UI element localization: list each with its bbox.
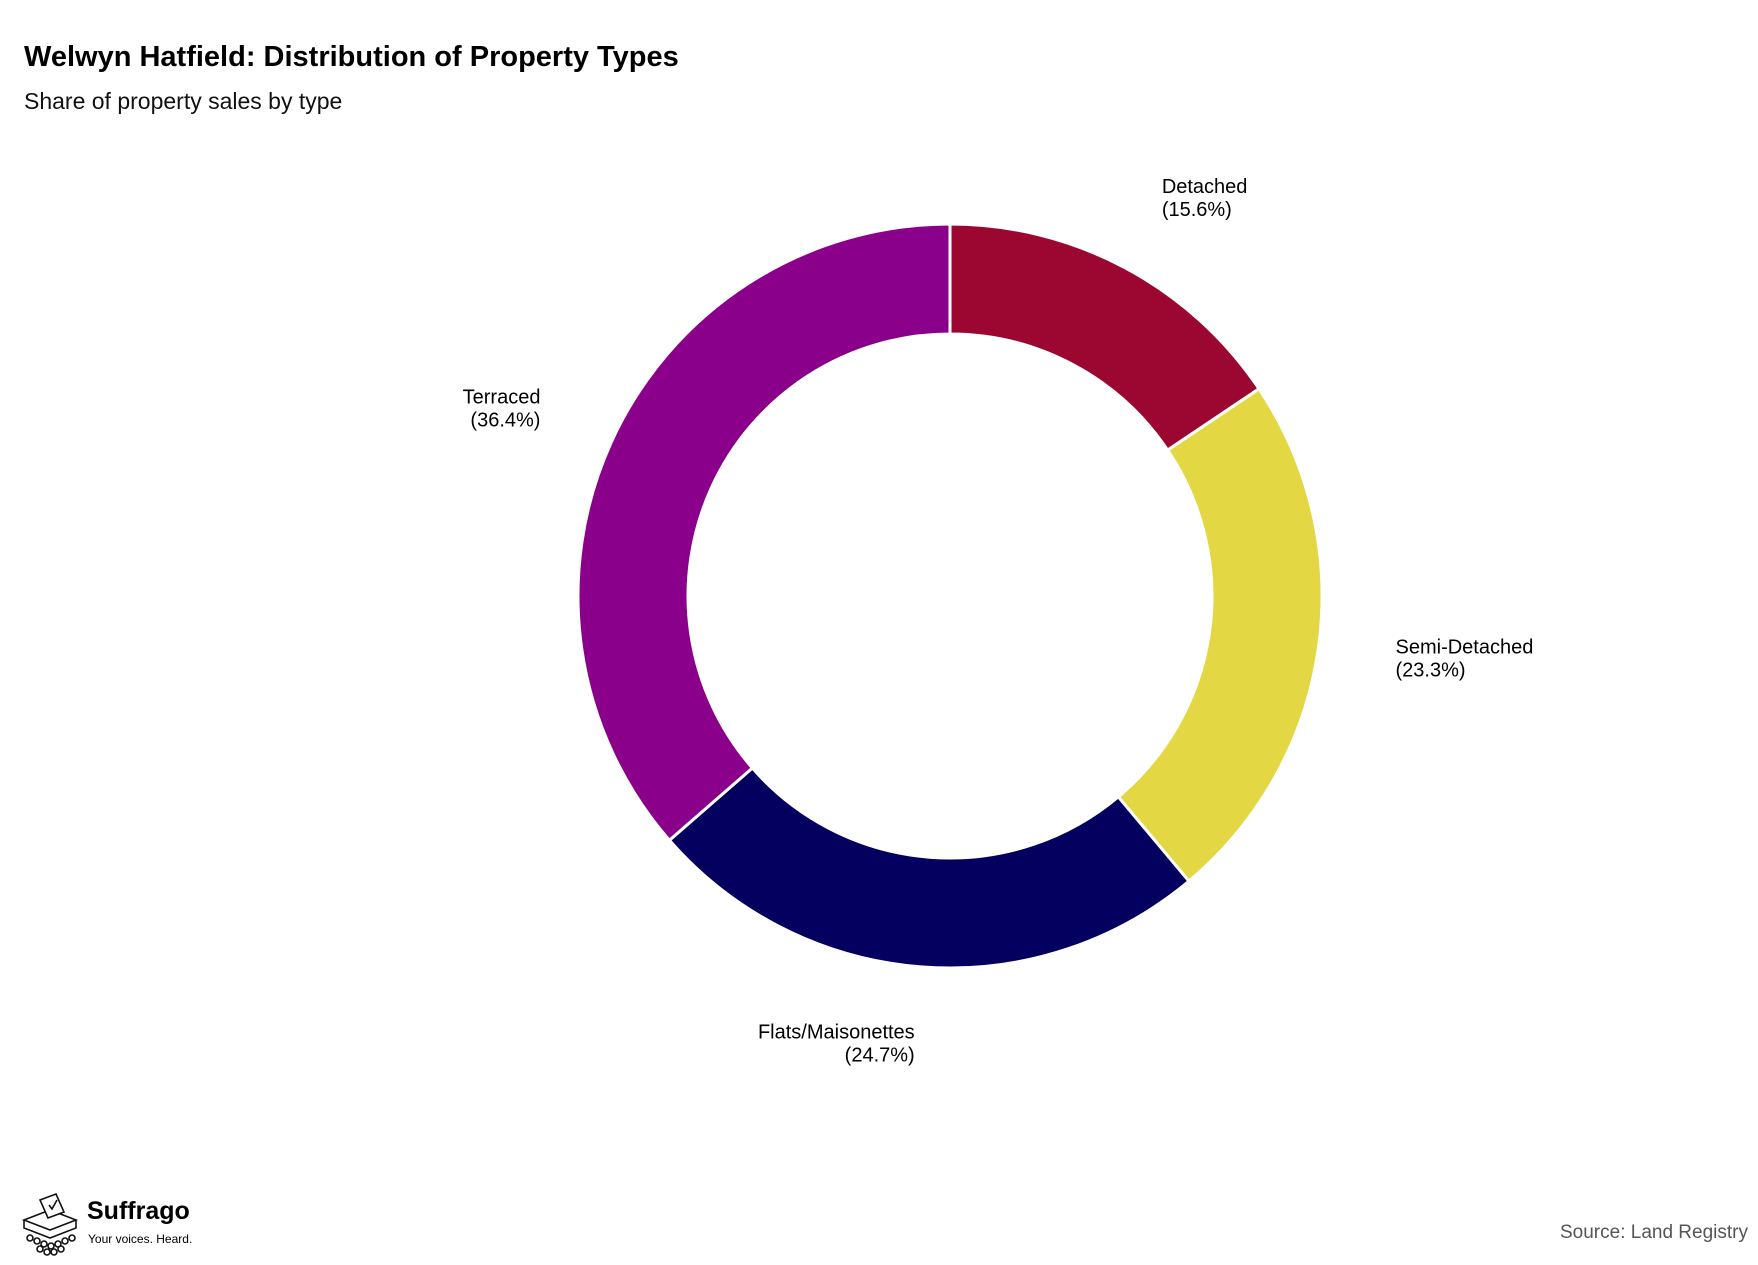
slice-detached xyxy=(948,222,1262,453)
donut-slices xyxy=(576,222,1324,970)
source-note: Source: Land Registry xyxy=(1560,1222,1748,1243)
brand-tagline: Your voices. Heard. xyxy=(88,1232,193,1246)
chart-title: Welwyn Hatfield: Distribution of Propert… xyxy=(24,41,679,73)
suffrago-logo-icon xyxy=(21,1192,79,1256)
label-terraced: Terraced (36.4%) xyxy=(463,387,541,432)
label-semi-detached: Semi-Detached (23.3%) xyxy=(1396,636,1534,681)
label-flats-maisonettes: Flats/Maisonettes (24.7%) xyxy=(758,1022,915,1067)
brand-name: Suffrago xyxy=(87,1197,190,1225)
slice-semi-detached xyxy=(1116,386,1324,884)
slice-flats-maisonettes xyxy=(667,765,1192,970)
chart-subtitle: Share of property sales by type xyxy=(24,88,343,114)
donut-labels: Detached (15.6%) Semi-Detached (23.3%) Flats… xyxy=(463,176,1534,1067)
label-detached: Detached (15.6%) xyxy=(1162,176,1248,221)
slice-terraced xyxy=(576,222,952,843)
